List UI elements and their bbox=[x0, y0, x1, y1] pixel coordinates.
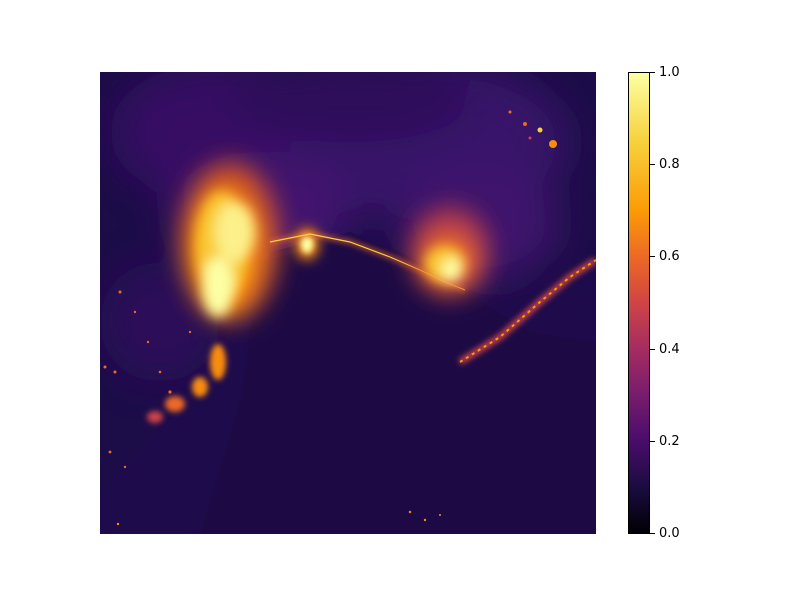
colorbar-tick-label: 0.2 bbox=[659, 434, 680, 449]
colorbar bbox=[628, 72, 650, 534]
fire-heatmap-image bbox=[100, 72, 596, 534]
colorbar-tick bbox=[650, 256, 655, 257]
colorbar-tick bbox=[650, 349, 655, 350]
colorbar-tick-label: 0.4 bbox=[659, 342, 680, 357]
colorbar-tick-label: 0.6 bbox=[659, 249, 680, 264]
colorbar-tick bbox=[650, 441, 655, 442]
colorbar-tick-label: 0.8 bbox=[659, 157, 680, 172]
colorbar-tick bbox=[650, 533, 655, 534]
colorbar-tick-label: 0.0 bbox=[659, 526, 680, 541]
colorbar-tick bbox=[650, 164, 655, 165]
colorbar-tick-label: 1.0 bbox=[659, 65, 680, 80]
colorbar-tick bbox=[650, 72, 655, 73]
